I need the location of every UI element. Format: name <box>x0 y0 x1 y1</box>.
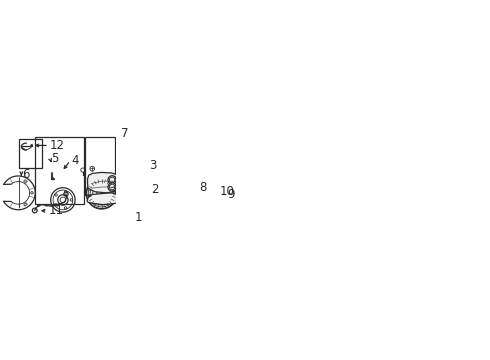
Text: 5: 5 <box>51 152 58 165</box>
Text: 4: 4 <box>72 154 79 167</box>
Polygon shape <box>177 167 187 183</box>
Bar <box>35 137 83 204</box>
Text: 9: 9 <box>228 189 235 202</box>
Text: 7: 7 <box>122 127 129 140</box>
Polygon shape <box>191 165 203 186</box>
Text: 6: 6 <box>22 168 30 181</box>
Circle shape <box>115 176 123 184</box>
Polygon shape <box>87 193 119 204</box>
Bar <box>85 138 115 195</box>
Bar <box>202 208 208 211</box>
Text: 8: 8 <box>199 181 206 194</box>
Text: 1: 1 <box>134 211 142 224</box>
Text: 11: 11 <box>49 204 64 217</box>
Circle shape <box>115 183 123 191</box>
Text: 2: 2 <box>151 183 158 196</box>
Polygon shape <box>191 168 202 185</box>
Circle shape <box>31 144 33 147</box>
Text: 3: 3 <box>149 159 157 172</box>
Circle shape <box>108 176 117 184</box>
Polygon shape <box>177 163 187 184</box>
Text: 12: 12 <box>50 139 65 152</box>
Text: 10: 10 <box>220 185 235 198</box>
Circle shape <box>108 183 117 191</box>
Bar <box>19 139 42 168</box>
Polygon shape <box>88 172 121 193</box>
